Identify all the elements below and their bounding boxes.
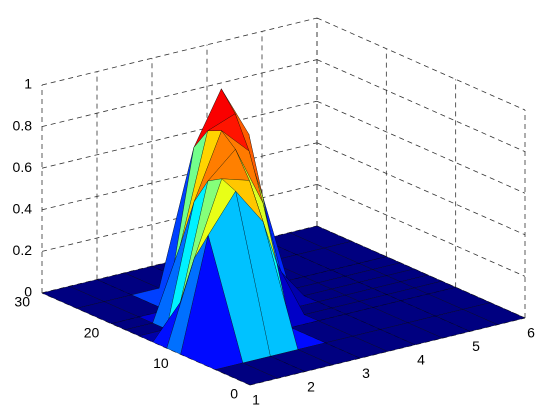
grid-line [316,100,526,194]
y-tick-label: 10 [153,355,169,371]
x-tick-label: 6 [527,325,535,341]
z-tick-label: 0 [24,284,32,300]
x-tick-label: 2 [307,378,315,394]
y-tick-label: 30 [14,294,30,310]
x-tick-label: 3 [362,365,370,381]
grid-line [316,142,526,236]
z-tick-label: 0.4 [13,201,33,217]
z-tick-label: 1 [24,76,32,92]
x-tick-label: 1 [252,392,260,408]
x-tick-label: 4 [417,352,425,368]
y-tick-label: 20 [84,324,100,340]
grid-line [41,17,318,86]
surface-patch [215,362,278,386]
x-tick-label: 5 [472,338,480,354]
grid-line [316,59,526,152]
z-tick-label: 0.2 [13,242,33,258]
z-tick-label: 0.8 [13,117,33,133]
z-tick-label: 0.6 [13,159,33,175]
grid-line [41,184,318,252]
grid-line [41,100,318,169]
grid-line [41,142,318,211]
grid-line [316,184,526,277]
grid-line [41,59,318,127]
y-tick-label: 0 [230,386,238,402]
grid-line [316,17,526,111]
